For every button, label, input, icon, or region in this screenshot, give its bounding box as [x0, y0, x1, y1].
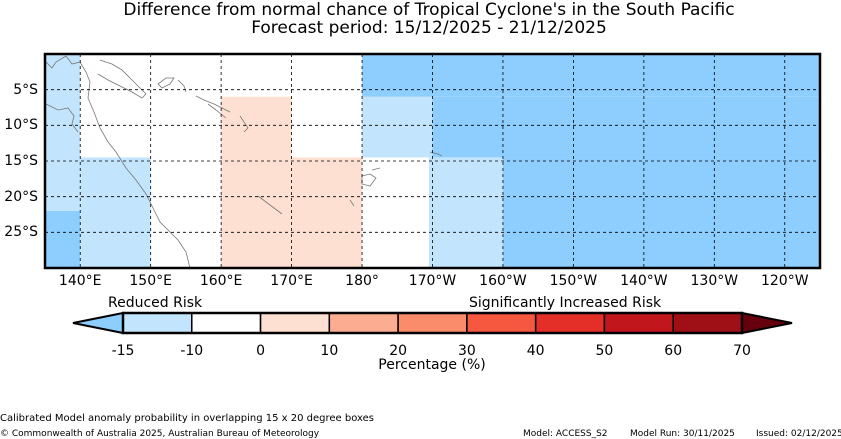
method-note: Calibrated Model anomaly probability in … — [0, 413, 375, 424]
new-britain-coastline — [157, 77, 175, 89]
gulf-coastline — [45, 103, 79, 133]
forecast-period: Forecast period: 15/12/2025 - 21/12/2025 — [251, 18, 607, 38]
colorbar-segment — [534, 312, 606, 334]
longitude-label: 120°W — [760, 273, 809, 289]
model-name: Model: ACCESS_S2 — [523, 429, 608, 439]
anomaly-cell-4 — [291, 157, 363, 268]
colorbar-tick-label: 20 — [389, 343, 408, 359]
issued-date: Issued: 02/12/2025 — [756, 429, 841, 439]
colorbar-segment — [259, 312, 331, 334]
colorbar-tick-label: 10 — [320, 343, 339, 359]
colorbar-tick-label: 30 — [457, 343, 476, 359]
colorbar-tick-label: 70 — [733, 343, 751, 359]
new-caledonia-coastline — [257, 195, 283, 215]
colorbar-tick-label: 40 — [526, 343, 545, 359]
reduced-risk-label: Reduced Risk — [108, 295, 203, 311]
solomon-islands-coastline — [195, 95, 231, 113]
latitude-label: 10°S — [4, 117, 38, 134]
colorbar-tick-label: -15 — [111, 343, 135, 359]
fiji-north — [371, 167, 381, 171]
colorbar-segment — [466, 312, 537, 334]
longitude-label: 150°W — [549, 273, 598, 289]
anomaly-cell-0 — [45, 54, 81, 211]
longitude-label: 160°W — [479, 273, 527, 289]
longitude-label: 140°E — [58, 273, 102, 289]
tonga-coastline — [349, 199, 355, 207]
anomaly-cell-6 — [362, 96, 433, 158]
colorbar — [72, 311, 793, 335]
colorbar-tick-label: -10 — [180, 343, 204, 359]
longitude-label: 180° — [345, 273, 379, 289]
copyright: © Commonwealth of Australia 2025, Austra… — [0, 429, 320, 439]
anomaly-cell-8 — [428, 157, 503, 268]
colorbar-over-arrow — [741, 311, 793, 335]
anomaly-cell-9 — [502, 157, 820, 268]
anomaly-map — [43, 52, 822, 270]
colorbar-segment — [191, 312, 262, 334]
anomaly-cell-2 — [80, 157, 151, 268]
colorbar-segment — [397, 312, 468, 334]
longitude-label: 170°W — [408, 273, 457, 289]
longitude-label: 170°E — [270, 273, 313, 289]
colorbar-segment — [328, 312, 399, 334]
colorbar-segments — [72, 311, 793, 335]
longitude-label: 140°W — [620, 273, 668, 289]
new-guinea-coastline — [97, 59, 147, 99]
colorbar-under-arrow — [72, 311, 124, 335]
colorbar-outline — [121, 311, 744, 335]
colorbar-segment — [603, 312, 674, 334]
increased-risk-label: Significantly Increased Risk — [469, 295, 662, 311]
longitude-label: 160°E — [199, 273, 243, 289]
longitude-label: 150°E — [129, 273, 172, 289]
chart-title: Difference from normal chance of Tropica… — [123, 0, 735, 20]
model-run: Model Run: 30/11/2025 — [630, 429, 735, 439]
latitude-label: 20°S — [4, 188, 38, 205]
latitude-label: 15°S — [4, 153, 38, 169]
colorbar-tick-label: 0 — [256, 343, 266, 359]
longitude-label: 130°W — [690, 273, 739, 289]
colorbar-title: Percentage (%) — [378, 357, 486, 373]
anomaly-cell-7 — [432, 96, 820, 158]
solomon-islands-south — [207, 103, 227, 119]
map-frame — [43, 52, 822, 270]
colorbar-segment — [122, 312, 193, 334]
anomaly-cell-1 — [45, 210, 81, 268]
colorbar-segment — [672, 312, 743, 334]
latitude-label: 25°S — [4, 224, 38, 241]
colorbar-tick-label: 50 — [595, 343, 614, 359]
colorbar-tick-label: 60 — [664, 343, 683, 359]
australia-coastline — [45, 55, 191, 269]
latitude-label: 5°S — [13, 81, 38, 98]
